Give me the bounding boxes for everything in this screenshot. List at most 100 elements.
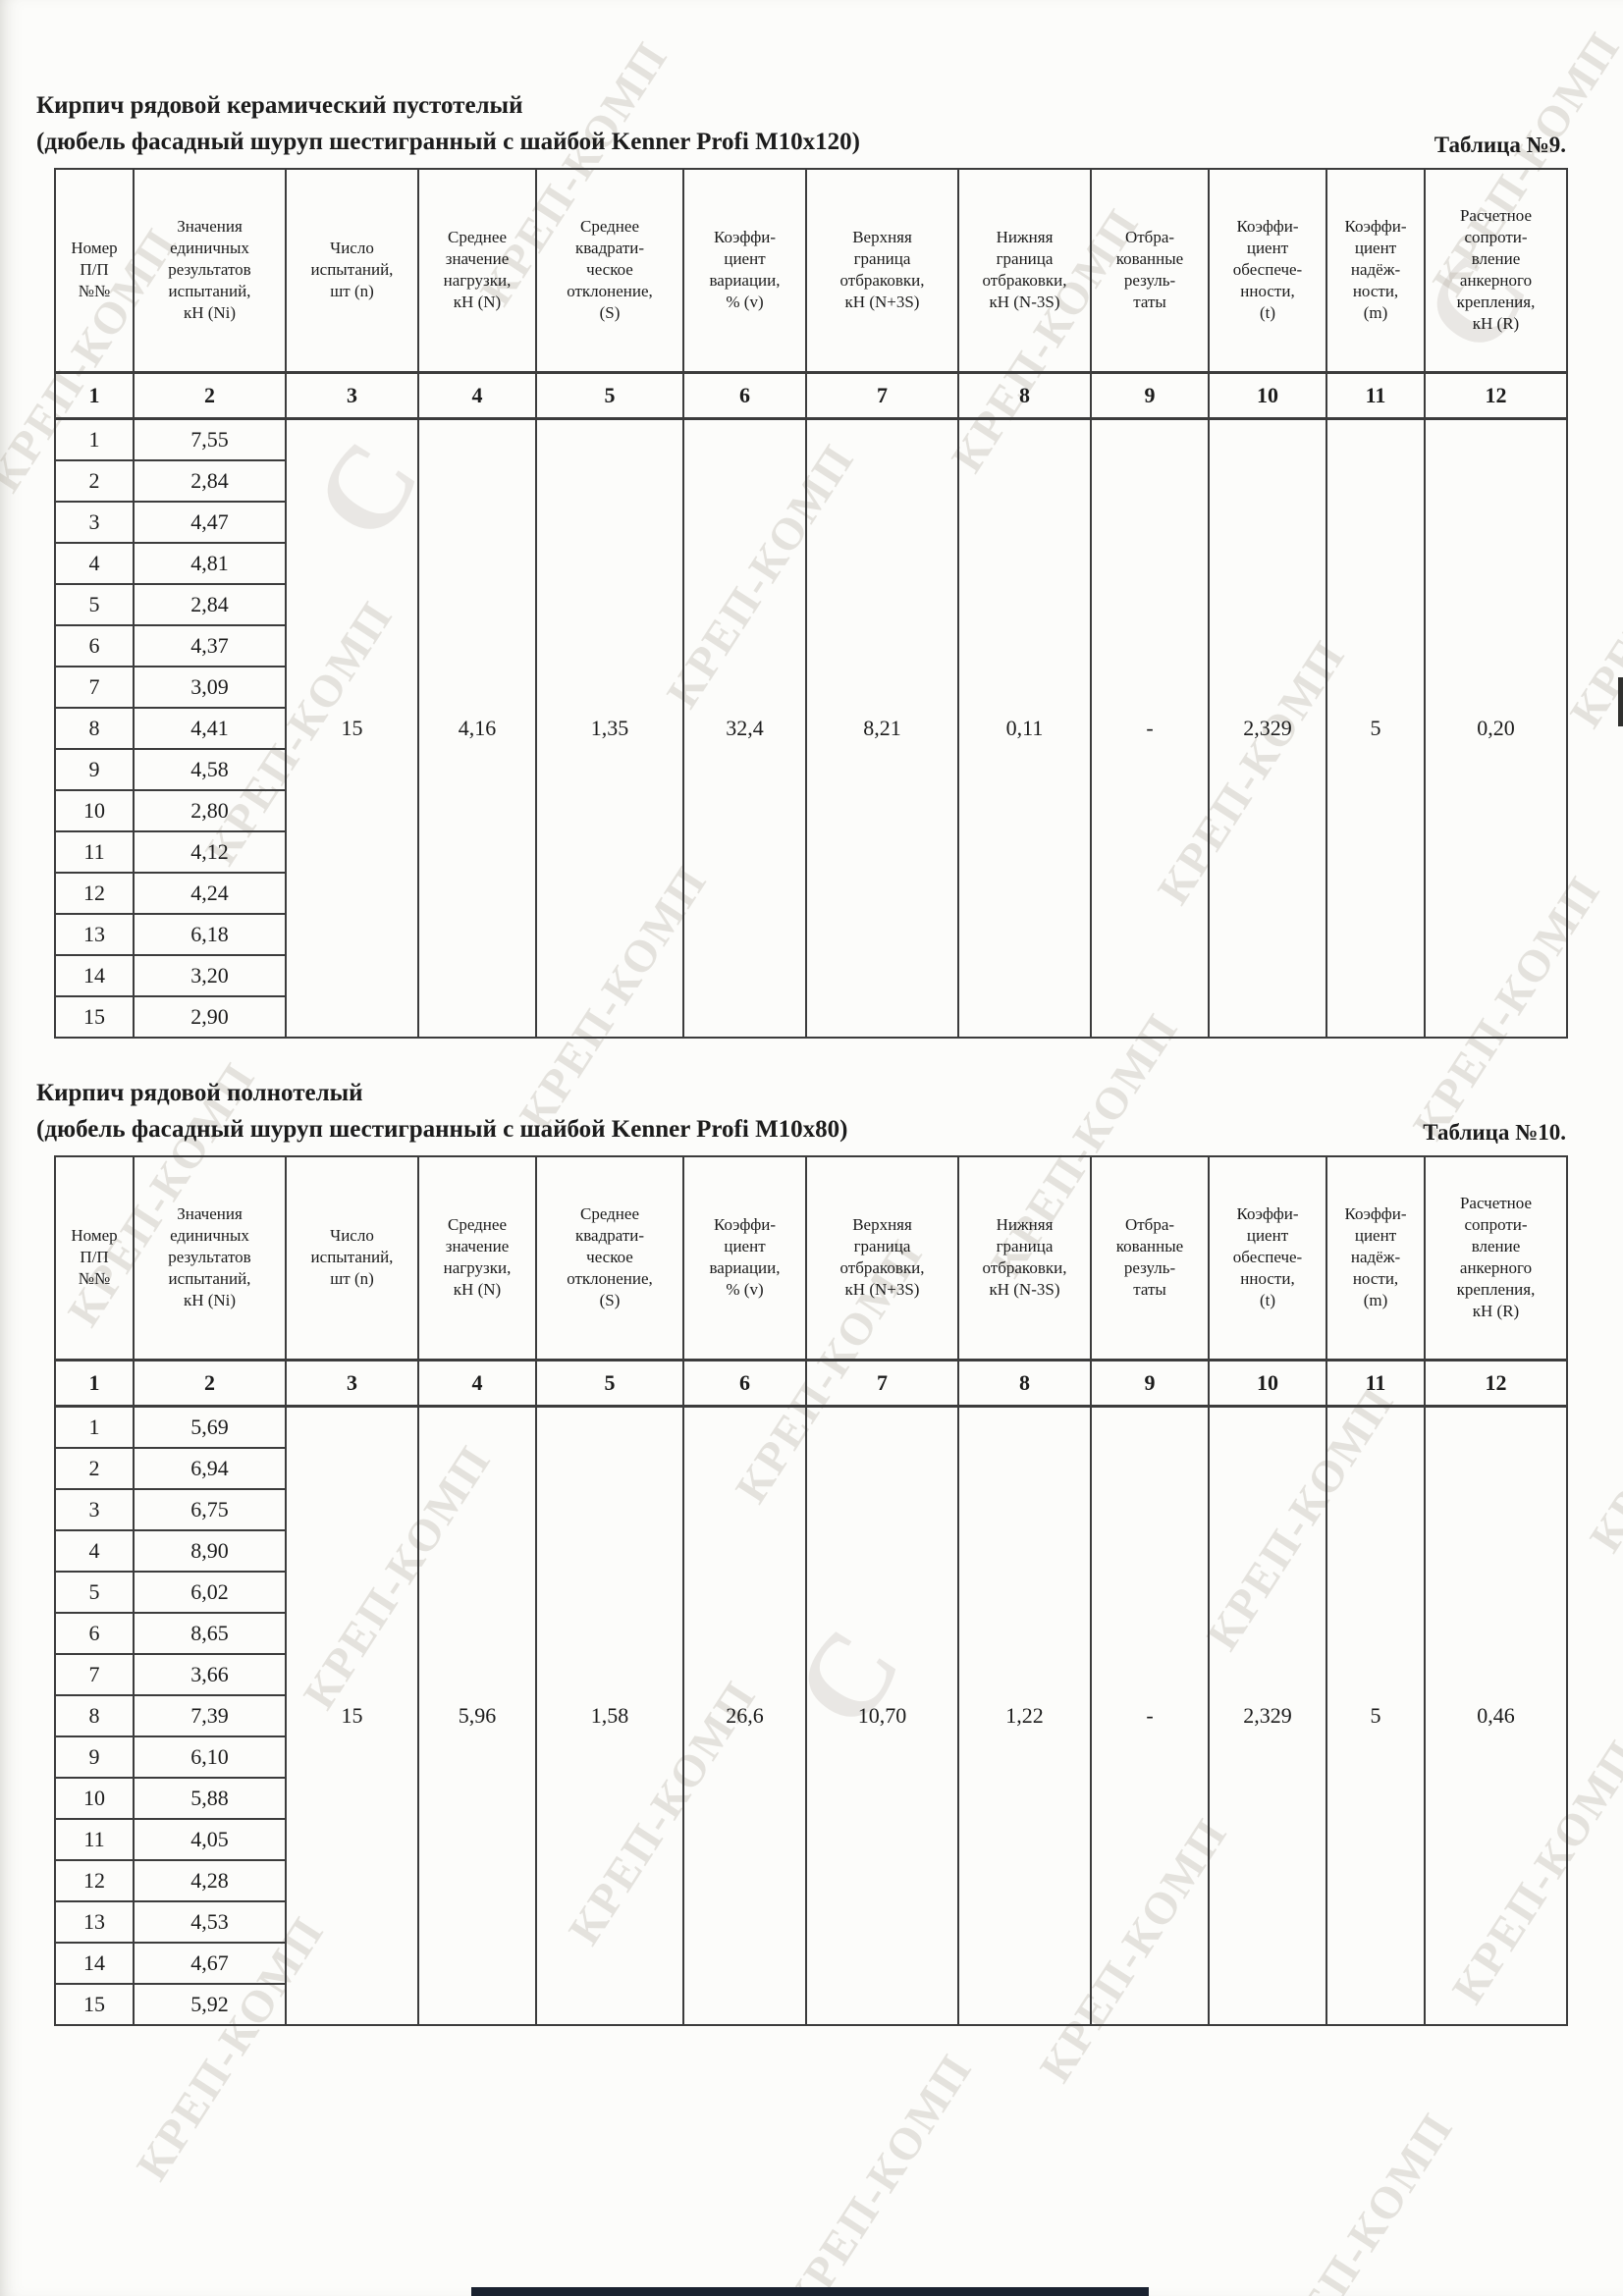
row-number-cell: 14 [54,953,135,997]
scan-artifact-bar [471,2287,1149,2296]
summary-std-deviation: 1,58 [535,1405,684,2026]
table-row: 13 4,53 [54,1899,1567,1944]
column-number-cell: 3 [285,370,419,420]
row-number-cell: 8 [54,706,135,750]
table-row: 8 4,41 [54,706,1567,750]
table-row: 1 7,55 15 4,16 1,35 32,4 8,21 0,11 - 2,3… [54,417,1568,1039]
row-value-cell: 6,94 [133,1446,287,1490]
table-row: 9 6,10 [54,1735,1567,1779]
column-number-cell: 6 [682,1358,807,1408]
table10-label: Таблица №10. [1423,1119,1566,1145]
row-number-cell: 5 [54,1570,135,1614]
header-cell: Значения единичных результатов испытаний… [133,1154,287,1361]
row-value-cell: 4,24 [133,871,287,915]
header-cell: Номер П/П №№ [54,1154,135,1361]
table-row: 12 4,24 [54,871,1567,915]
watermark-text: КРЕП-КОМП [1559,454,1623,736]
row-value-cell: 5,69 [133,1405,287,1449]
row-number-cell: 5 [54,582,135,626]
summary-upper-bound: 8,21 [805,417,959,1039]
row-number-cell: 13 [54,912,135,956]
header-cell: Верхняя граница отбраковки, кН (N+3S) [805,1154,959,1361]
row-value-cell: 2,90 [133,994,287,1039]
header-cell: Коэффи- циент вариации, % (v) [682,167,807,373]
summary-lower-bound: 1,22 [957,1405,1092,2026]
row-value-cell: 6,18 [133,912,287,956]
row-value-cell: 6,02 [133,1570,287,1614]
row-value-cell: 3,09 [133,665,287,709]
table10-header-row: Номер П/П №№ Значения единичных результа… [54,1154,1568,1361]
table-row: 13 6,18 [54,912,1567,956]
header-cell: Коэффи- циент обеспече- нности, (t) [1208,1154,1327,1361]
table9-section: Кирпич рядовой керамический пустотелый (… [36,90,1568,1039]
header-cell: Отбра- кованные резуль- таты [1090,167,1210,373]
row-value-cell: 5,92 [133,1982,287,2026]
row-value-cell: 6,10 [133,1735,287,1779]
header-cell: Среднее квадрати- ческое отклонение, (S) [535,1154,684,1361]
row-number-cell: 9 [54,1735,135,1779]
row-number-cell: 7 [54,1652,135,1696]
summary-upper-bound: 10,70 [805,1405,959,2026]
column-number-cell: 1 [54,1358,135,1408]
table-row: 7 3,66 [54,1652,1567,1696]
summary-rejected: - [1090,1405,1210,2026]
table10: Номер П/П №№ Значения единичных результа… [54,1154,1568,2026]
table-row: 3 4,47 [54,500,1567,544]
row-number-cell: 11 [54,829,135,874]
header-cell: Коэффи- циент вариации, % (v) [682,1154,807,1361]
column-number-cell: 7 [805,1358,959,1408]
table-row: 5 6,02 [54,1570,1567,1614]
header-cell: Отбра- кованные резуль- таты [1090,1154,1210,1361]
table-row: 8 7,39 [54,1693,1567,1737]
row-value-cell: 4,12 [133,829,287,874]
row-value-cell: 8,90 [133,1528,287,1573]
column-number-cell: 10 [1208,1358,1327,1408]
table9-subtitle: (дюбель фасадный шуруп шестигранный с ша… [36,129,861,156]
row-number-cell: 4 [54,1528,135,1573]
table9-label: Таблица №9. [1434,132,1566,157]
row-number-cell: 9 [54,747,135,791]
table-row: 14 3,20 [54,953,1567,997]
summary-design-resistance: 0,46 [1424,1405,1568,2026]
summary-lower-bound: 0,11 [957,417,1092,1039]
table-row: 15 2,90 [54,994,1567,1039]
header-cell: Число испытаний, шт (n) [285,1154,419,1361]
summary-design-resistance: 0,20 [1424,417,1568,1039]
scan-artifact-edge [1618,677,1623,726]
row-number-cell: 10 [54,788,135,832]
table-row: 10 5,88 [54,1776,1567,1820]
row-value-cell: 4,28 [133,1858,287,1902]
column-number-cell: 11 [1325,1358,1426,1408]
row-value-cell: 8,65 [133,1611,287,1655]
table-row: 6 4,37 [54,623,1567,667]
watermark-text: КРЕП-КОМП [1255,2104,1463,2296]
summary-tests-count: 15 [285,417,419,1039]
summary-std-deviation: 1,35 [535,417,684,1039]
row-value-cell: 4,05 [133,1817,287,1861]
table-row: 2 2,84 [54,458,1567,503]
header-cell: Расчетное сопроти- вление анкерного креп… [1424,167,1568,373]
column-number-cell: 4 [417,370,537,420]
column-number-cell: 6 [682,370,807,420]
row-number-cell: 14 [54,1941,135,1985]
watermark-text: КРЕП-КОМП [1579,1279,1623,1561]
table-row: 10 2,80 [54,788,1567,832]
row-value-cell: 2,84 [133,458,287,503]
table-row: 9 4,58 [54,747,1567,791]
row-value-cell: 5,88 [133,1776,287,1820]
header-cell: Число испытаний, шт (n) [285,167,419,373]
summary-reliability-coeff: 5 [1325,417,1426,1039]
row-number-cell: 11 [54,1817,135,1861]
row-value-cell: 3,66 [133,1652,287,1696]
row-value-cell: 4,37 [133,623,287,667]
table9-column-number-row: 1 2 3 4 5 6 7 8 9 10 11 12 [54,370,1568,420]
row-number-cell: 12 [54,1858,135,1902]
row-number-cell: 3 [54,1487,135,1531]
table-row: 12 4,28 [54,1858,1567,1902]
table-row: 4 8,90 [54,1528,1567,1573]
row-value-cell: 7,39 [133,1693,287,1737]
header-cell: Нижняя граница отбраковки, кН (N-3S) [957,167,1092,373]
table-row: 14 4,67 [54,1941,1567,1985]
summary-reliability-coeff: 5 [1325,1405,1426,2026]
